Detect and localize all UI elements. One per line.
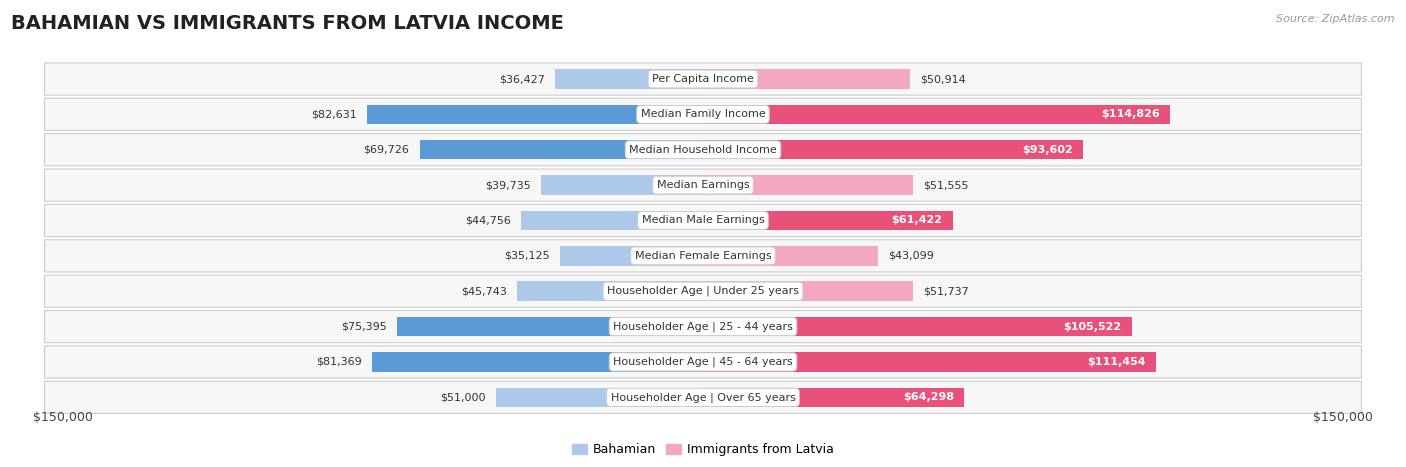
Bar	[703, 211, 953, 230]
FancyBboxPatch shape	[45, 346, 1361, 378]
Text: Source: ZipAtlas.com: Source: ZipAtlas.com	[1277, 14, 1395, 24]
Bar	[703, 69, 910, 89]
Text: BAHAMIAN VS IMMIGRANTS FROM LATVIA INCOME: BAHAMIAN VS IMMIGRANTS FROM LATVIA INCOM…	[11, 14, 564, 33]
Text: Median Household Income: Median Household Income	[628, 145, 778, 155]
Text: $50,914: $50,914	[920, 74, 966, 84]
Text: $51,737: $51,737	[924, 286, 969, 296]
Text: $81,369: $81,369	[316, 357, 363, 367]
Text: $69,726: $69,726	[364, 145, 409, 155]
Text: Per Capita Income: Per Capita Income	[652, 74, 754, 84]
Text: $51,555: $51,555	[922, 180, 969, 190]
FancyBboxPatch shape	[45, 275, 1361, 307]
FancyBboxPatch shape	[45, 311, 1361, 343]
Bar	[496, 388, 703, 407]
FancyBboxPatch shape	[45, 63, 1361, 95]
Bar	[703, 352, 1156, 372]
Text: Median Family Income: Median Family Income	[641, 109, 765, 120]
Bar	[703, 246, 879, 266]
Bar	[367, 105, 703, 124]
Text: Householder Age | Over 65 years: Householder Age | Over 65 years	[610, 392, 796, 403]
Text: $36,427: $36,427	[499, 74, 544, 84]
Text: $44,756: $44,756	[465, 215, 510, 226]
Text: $45,743: $45,743	[461, 286, 508, 296]
Bar	[703, 388, 965, 407]
FancyBboxPatch shape	[45, 205, 1361, 237]
Bar	[703, 105, 1170, 124]
Bar	[419, 140, 703, 160]
Bar	[541, 176, 703, 195]
Text: $43,099: $43,099	[889, 251, 934, 261]
Text: $75,395: $75,395	[340, 322, 387, 332]
Text: $39,735: $39,735	[485, 180, 531, 190]
Text: Householder Age | 45 - 64 years: Householder Age | 45 - 64 years	[613, 357, 793, 367]
Bar	[522, 211, 703, 230]
FancyBboxPatch shape	[45, 240, 1361, 272]
Bar	[703, 317, 1132, 336]
Bar	[517, 282, 703, 301]
Text: Median Male Earnings: Median Male Earnings	[641, 215, 765, 226]
Text: $51,000: $51,000	[440, 392, 485, 402]
Text: Householder Age | Under 25 years: Householder Age | Under 25 years	[607, 286, 799, 297]
Bar	[703, 282, 914, 301]
Text: Householder Age | 25 - 44 years: Householder Age | 25 - 44 years	[613, 321, 793, 332]
Text: $150,000: $150,000	[1313, 411, 1374, 425]
Text: $105,522: $105,522	[1063, 322, 1122, 332]
Text: $150,000: $150,000	[32, 411, 93, 425]
Text: Median Earnings: Median Earnings	[657, 180, 749, 190]
Bar	[396, 317, 703, 336]
Text: $111,454: $111,454	[1087, 357, 1146, 367]
Legend: Bahamian, Immigrants from Latvia: Bahamian, Immigrants from Latvia	[567, 439, 839, 461]
Bar	[555, 69, 703, 89]
Bar	[703, 140, 1084, 160]
Bar	[703, 176, 912, 195]
FancyBboxPatch shape	[45, 169, 1361, 201]
Text: $114,826: $114,826	[1101, 109, 1160, 120]
Bar	[560, 246, 703, 266]
Text: $35,125: $35,125	[505, 251, 550, 261]
Text: $61,422: $61,422	[891, 215, 942, 226]
Text: Median Female Earnings: Median Female Earnings	[634, 251, 772, 261]
FancyBboxPatch shape	[45, 134, 1361, 166]
FancyBboxPatch shape	[45, 98, 1361, 130]
Text: $64,298: $64,298	[903, 392, 955, 402]
FancyBboxPatch shape	[45, 381, 1361, 413]
Bar	[373, 352, 703, 372]
Text: $82,631: $82,631	[311, 109, 357, 120]
Text: $93,602: $93,602	[1022, 145, 1073, 155]
